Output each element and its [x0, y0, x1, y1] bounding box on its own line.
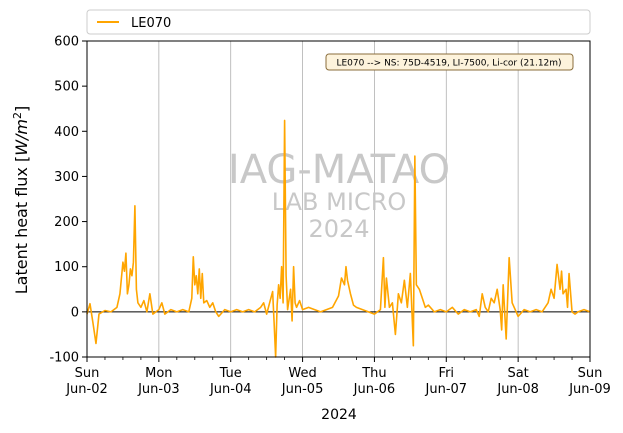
x-axis-title: 2024: [321, 407, 357, 423]
annotation-text: LE070 --> NS: 75D-4519, LI-7500, Li-cor …: [336, 59, 561, 69]
legend-box: [86, 9, 591, 35]
y-axis-title-main: Latent heat flux [: [12, 156, 31, 295]
x-tick-label-day: Sun: [578, 366, 603, 381]
x-tick-label-day: Tue: [219, 366, 242, 381]
legend: LE070: [86, 9, 591, 35]
x-tick-label-date: Jun-04: [209, 382, 252, 397]
y-tick-label: -100: [49, 351, 79, 366]
y-axis-ticks: -100 0 100 200 300 400 500 600: [49, 35, 87, 366]
y-tick-label: 0: [71, 305, 79, 320]
watermark-line-3: 2024: [308, 215, 369, 243]
x-tick-label-day: Sun: [75, 366, 100, 381]
series-line-le070: [86, 119, 591, 358]
x-tick-label-date: Jun-06: [353, 382, 396, 397]
plot-area: [87, 41, 590, 357]
y-axis-title-close: ]: [12, 106, 31, 112]
y-tick-label: 600: [54, 35, 79, 50]
x-tick-label-day: Wed: [288, 366, 316, 381]
y-axis-title: Latent heat flux [W/m2]: [11, 106, 31, 295]
x-tick-label-date: Jun-07: [425, 382, 468, 397]
annotation: LE070 --> NS: 75D-4519, LI-7500, Li-cor …: [325, 53, 574, 71]
annotation-box: [325, 53, 574, 71]
x-axis-ticks: SunJun-02MonJun-03TueJun-04WedJun-05ThuJ…: [65, 357, 611, 397]
y-tick-label: 500: [54, 80, 79, 95]
watermark-line-2: LAB MICRO: [272, 188, 407, 216]
x-tick-label-date: Jun-09: [568, 382, 611, 397]
y-tick-label: 200: [54, 215, 79, 230]
x-tick-label-day: Thu: [361, 366, 386, 381]
x-tick-label-date: Jun-03: [137, 382, 180, 397]
watermark: IAG-MATAO LAB MICRO 2024: [228, 147, 450, 243]
x-tick-label-day: Fri: [439, 366, 455, 381]
x-tick-label-date: Jun-05: [281, 382, 324, 397]
y-axis-title-superscript: 2: [11, 112, 24, 119]
x-tick-label-day: Mon: [145, 366, 172, 381]
y-axis-title-unit: W/m: [12, 119, 31, 156]
y-tick-label: 400: [54, 125, 79, 140]
x-tick-label-date: Jun-02: [65, 382, 108, 397]
x-tick-label-day: Sat: [507, 366, 528, 381]
y-tick-label: 300: [54, 170, 79, 185]
watermark-line-1: IAG-MATAO: [228, 147, 450, 193]
y-tick-label: 100: [54, 260, 79, 275]
legend-label-le070: LE070: [131, 16, 171, 31]
x-gridlines: [158, 41, 519, 357]
x-tick-label-date: Jun-08: [496, 382, 539, 397]
